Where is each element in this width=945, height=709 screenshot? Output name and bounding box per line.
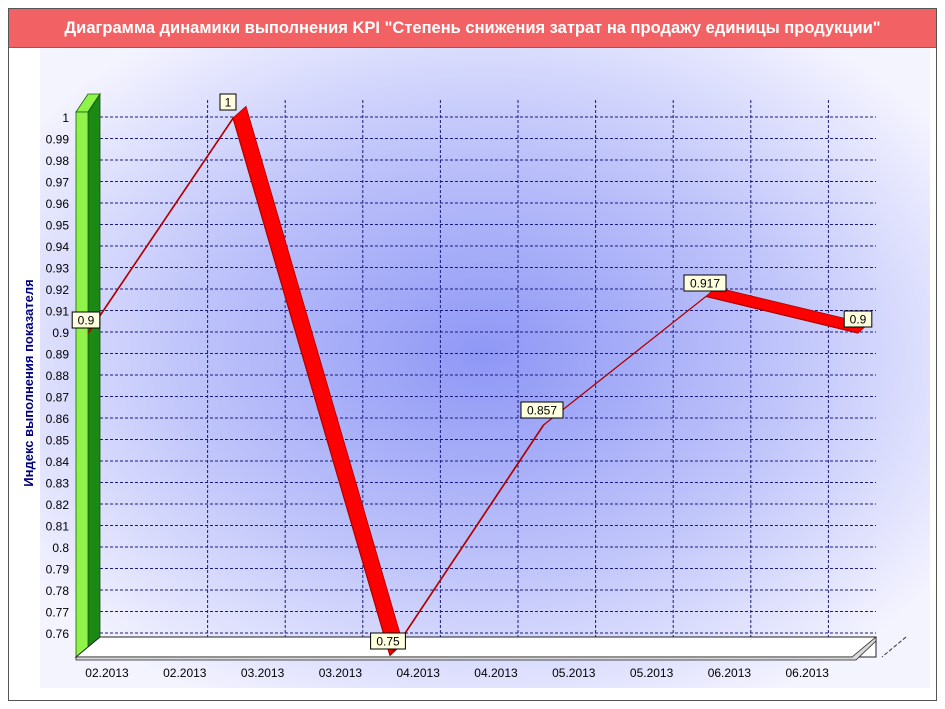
- data-label-box: [370, 632, 406, 650]
- line-segment-edge: [542, 295, 707, 426]
- data-label-text: 0.75: [376, 635, 400, 649]
- line-segment-edge: [232, 117, 391, 656]
- y-tick-label: 1: [62, 111, 69, 125]
- title-bar: Диаграмма динамики выполнения KPI "Степе…: [9, 9, 936, 48]
- wall-side: [87, 92, 101, 657]
- data-label-box: [843, 310, 873, 328]
- data-label-box: [683, 274, 727, 292]
- data-labels: 0.9 1 0.75 0.857 0.917 0.9: [71, 93, 873, 650]
- y-tick-label: 0.79: [46, 563, 70, 577]
- y-axis-wall: [75, 92, 101, 658]
- y-tick-label: 0.91: [46, 305, 70, 319]
- y-tick-label: 0.97: [46, 176, 70, 190]
- data-label-text: 0.857: [527, 404, 557, 418]
- x-tick-label: 06.2013: [708, 666, 752, 680]
- data-label-text: 0.9: [78, 314, 95, 328]
- x-tick-label: 05.2013: [630, 666, 674, 680]
- plot-background: [40, 48, 930, 688]
- y-tick-label: 0.99: [46, 133, 70, 147]
- x-tick-label: 04.2013: [397, 666, 441, 680]
- x-tick-label: 02.2013: [163, 666, 207, 680]
- y-tick-label: 0.84: [46, 455, 70, 469]
- x-tick-label: 05.2013: [552, 666, 596, 680]
- y-tick-label: 0.87: [46, 391, 70, 405]
- y-tick-label: 0.98: [46, 154, 70, 168]
- y-tick-label: 0.76: [46, 627, 70, 641]
- y-tick-label: 0.93: [46, 262, 70, 276]
- data-label: 1: [219, 93, 237, 111]
- data-label-box: [520, 401, 564, 419]
- floor-edge: [75, 636, 877, 661]
- floor-gridline: [881, 636, 907, 658]
- y-tick-label: 0.95: [46, 219, 70, 233]
- x-axis-floor: [74, 636, 877, 661]
- line-segment-edge: [87, 117, 234, 334]
- y-tick-label: 0.78: [46, 584, 70, 598]
- y-axis-label: Индекс выполнения показателя: [21, 279, 36, 486]
- data-label: 0.917: [683, 274, 727, 292]
- chart-title: Диаграмма динамики выполнения KPI "Степе…: [64, 19, 881, 37]
- y-tick-label: 0.82: [46, 498, 70, 512]
- y-tick-label: 0.86: [46, 412, 70, 426]
- data-label: 0.9: [71, 311, 101, 329]
- y-tick-label: 0.96: [46, 197, 70, 211]
- wall-front: [75, 111, 89, 658]
- x-tick-label: 03.2013: [241, 666, 285, 680]
- y-tick-label: 0.85: [46, 434, 70, 448]
- data-label: 0.75: [370, 632, 406, 650]
- data-label: 0.857: [520, 401, 564, 419]
- y-tick-labels: 1 0.99 0.98 0.97 0.96 0.95 0.94 0.93 0.92 0.91 0.9…: [46, 111, 70, 641]
- data-label-text: 0.917: [690, 277, 720, 291]
- y-tick-label: 0.77: [46, 606, 70, 620]
- y-tick-label: 0.89: [46, 348, 70, 362]
- data-label-text: 0.9: [850, 313, 867, 327]
- x-tick-label: 02.2013: [85, 666, 129, 680]
- floor-top: [74, 636, 877, 658]
- y-tick-label: 0.9: [52, 326, 69, 340]
- line-segment-edge: [705, 295, 859, 334]
- x-tick-label: 04.2013: [474, 666, 518, 680]
- kpi-series: [87, 105, 869, 657]
- x-tick-label: 06.2013: [786, 666, 830, 680]
- data-label-box: [219, 93, 237, 111]
- y-tick-label: 0.83: [46, 477, 70, 491]
- x-tick-labels: 02.2013 02.2013 03.2013 03.2013 04.2013 04.20…: [85, 666, 829, 680]
- y-tick-label: 0.94: [46, 240, 70, 254]
- data-label: 0.9: [843, 310, 873, 328]
- data-label-text: 1: [225, 96, 232, 110]
- y-tick-label: 0.92: [46, 283, 70, 297]
- x-tick-label: 03.2013: [319, 666, 363, 680]
- y-tick-label: 0.8: [52, 541, 69, 555]
- data-label-box: [71, 311, 101, 329]
- y-tick-label: 0.81: [46, 520, 70, 534]
- line-segment-edge: [389, 425, 544, 656]
- y-tick-label: 0.88: [46, 369, 70, 383]
